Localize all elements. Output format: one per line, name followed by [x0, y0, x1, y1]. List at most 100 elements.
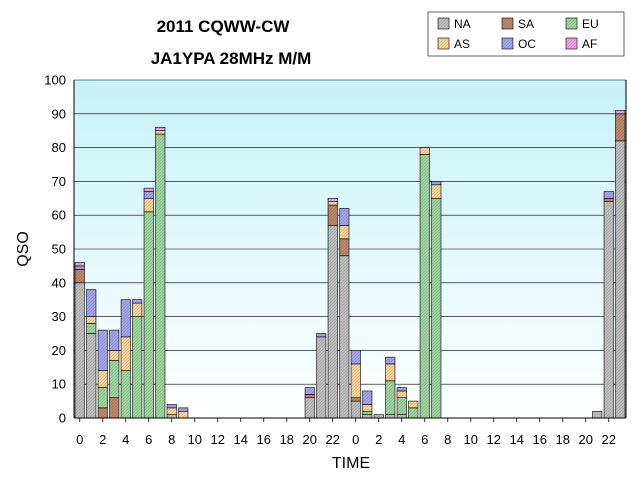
y-tick-label: 20 [52, 343, 66, 358]
y-tick-label: 40 [52, 275, 66, 290]
bar-segment-af [155, 127, 166, 131]
bar-segment-oc [143, 191, 154, 199]
chart-subtitle: JA1YPA 28MHz M/M [151, 49, 312, 68]
legend-label-oc: OC [518, 37, 536, 51]
bar-segment-na [350, 400, 361, 419]
bar-segment-sa [304, 394, 315, 399]
bar-segment-oc [178, 407, 189, 412]
bar-segment-as [120, 336, 131, 371]
x-tick-label: 22 [602, 432, 616, 447]
bar-segment-eu [132, 316, 143, 419]
bar-segment-as [327, 201, 338, 206]
y-tick-label: 10 [52, 377, 66, 392]
bar-segment-oc [362, 390, 373, 405]
y-tick-label: 50 [52, 242, 66, 257]
x-tick-label: 18 [280, 432, 294, 447]
bar-segment-as [97, 370, 108, 388]
bar-segment-oc [86, 289, 97, 317]
x-tick-label: 14 [510, 432, 524, 447]
bar-segment-na [615, 140, 626, 419]
bar-segment-eu [419, 154, 430, 419]
bar-segment-as [178, 410, 189, 419]
bar-segment-eu [143, 211, 154, 419]
x-tick-label: 12 [487, 432, 501, 447]
legend-box [427, 11, 625, 57]
bar-segment-oc [603, 191, 614, 199]
bar-segment-eu [431, 198, 442, 419]
bar-segment-as [86, 316, 97, 324]
bar-segment-sa [97, 407, 108, 419]
legend-swatch-af [565, 37, 578, 50]
y-tick-label: 70 [52, 174, 66, 189]
legend-label-af: AF [582, 37, 597, 51]
bar-segment-na [603, 201, 614, 419]
bar-segment-na [304, 397, 315, 419]
bar-segment-as [362, 404, 373, 412]
legend-label-as: AS [454, 37, 470, 51]
bar-segment-as [408, 400, 419, 409]
bar-segment-oc [120, 299, 131, 338]
bar-segment-oc [132, 299, 143, 304]
x-tick-label: 8 [444, 432, 451, 447]
x-tick-label: 0 [352, 432, 359, 447]
y-tick-label: 100 [44, 73, 66, 88]
bar-segment-na [86, 333, 97, 419]
x-tick-label: 14 [234, 432, 248, 447]
x-tick-label: 20 [303, 432, 317, 447]
bar-segment-eu [155, 133, 166, 419]
bar-segment-eu [120, 370, 131, 419]
y-tick-label: 0 [59, 411, 66, 426]
bar-segment-na [385, 414, 396, 419]
bar-segment-af [143, 187, 154, 192]
bar-segment-as [166, 407, 177, 415]
x-tick-label: 4 [398, 432, 405, 447]
bar-segment-sa [327, 204, 338, 226]
bar-segment-oc [431, 181, 442, 186]
legend-swatch-oc [501, 37, 514, 50]
bar-segment-oc [396, 387, 407, 392]
x-tick-label: 8 [168, 432, 175, 447]
bar-segment-oc [166, 404, 177, 409]
x-tick-label: 6 [421, 432, 428, 447]
bar-segment-eu [362, 410, 373, 415]
legend-swatch-eu [565, 17, 578, 30]
bar-segment-as [132, 302, 143, 317]
bar-segment-na [166, 414, 177, 419]
bar-segment-as [396, 390, 407, 399]
chart-title: 2011 CQWW-CW [157, 17, 291, 36]
bar-segment-sa [339, 238, 350, 257]
legend: NA SA EU AS OC AF [427, 11, 625, 57]
x-tick-label: 18 [556, 432, 570, 447]
bar-segment-na [339, 255, 350, 419]
x-tick-label: 4 [122, 432, 129, 447]
bar-segment-na [362, 414, 373, 419]
bar-segment-eu [396, 397, 407, 415]
bar-segment-eu [109, 360, 120, 399]
y-tick-label: 60 [52, 208, 66, 223]
bar-segment-oc [339, 208, 350, 226]
bar-segment-oc [316, 333, 327, 338]
legend-swatch-as [437, 37, 450, 50]
bar-segment-as [155, 130, 166, 135]
legend-label-na: NA [454, 17, 471, 31]
bar-segment-as [143, 198, 154, 213]
bar-segment-oc [385, 356, 396, 365]
x-tick-label: 16 [257, 432, 271, 447]
bar-segment-eu [408, 407, 419, 419]
bar-segment-na [316, 336, 327, 419]
legend-label-sa: SA [518, 17, 534, 31]
bar-segment-sa [74, 268, 85, 284]
x-axis-label: TIME [332, 455, 370, 472]
bar-segment-oc [304, 387, 315, 395]
bar-segment-na [373, 414, 384, 419]
bar-segment-eu [97, 387, 108, 409]
x-tick-label: 10 [464, 432, 478, 447]
bar-segment-oc [74, 265, 85, 270]
x-tick-label: 10 [188, 432, 202, 447]
bar-segment-na [396, 414, 407, 419]
bar-segment-eu [86, 323, 97, 334]
bar-segment-oc [109, 329, 120, 351]
y-tick-label: 90 [52, 106, 66, 121]
bar-segment-as [431, 184, 442, 199]
